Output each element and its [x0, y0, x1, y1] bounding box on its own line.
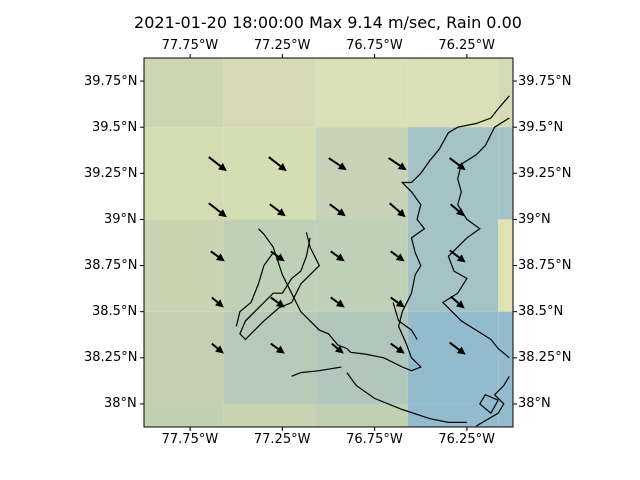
- tick-label: 77.75°W: [161, 37, 219, 53]
- tick-label: 38.25°N: [84, 350, 138, 366]
- coastline: [346, 372, 467, 423]
- wind-arrow: [208, 202, 227, 218]
- grid-cell: [315, 311, 408, 404]
- tick-label: 76.25°W: [438, 431, 495, 447]
- wind-arrow: [390, 342, 405, 354]
- tick-label: 77.75°W: [161, 431, 219, 447]
- wind-arrow: [210, 250, 225, 262]
- wind-arrow: [269, 203, 286, 217]
- wind-arrow: [211, 296, 224, 308]
- coastline: [235, 252, 274, 327]
- tick-label: 77.25°W: [253, 37, 311, 53]
- grid-cell: [407, 311, 499, 404]
- coastline: [479, 393, 499, 415]
- wind-arrow: [390, 250, 405, 262]
- tick-label: 39°N: [518, 211, 551, 227]
- grid-cell: [498, 219, 513, 312]
- map-frame: [143, 57, 514, 428]
- tick-label: 38.5°N: [92, 304, 138, 320]
- tick-label: 77.25°W: [253, 431, 311, 447]
- grid-cell: [407, 127, 499, 220]
- tick-label: 38.5°N: [518, 304, 564, 320]
- tick-label: 38°N: [518, 396, 551, 412]
- tick-label: 39.75°N: [518, 73, 572, 89]
- tick-label: 39.5°N: [518, 119, 564, 135]
- grid-cell: [315, 127, 408, 220]
- tick-label: 38.25°N: [518, 350, 572, 366]
- tick-label: 38.75°N: [518, 258, 572, 274]
- wind-arrow: [449, 249, 466, 263]
- wind-speed-field: [144, 58, 513, 427]
- wind-arrow: [208, 156, 227, 172]
- grid-cell: [144, 403, 224, 427]
- grid-cell: [498, 403, 513, 427]
- grid-cell: [315, 58, 408, 128]
- grid-cell: [407, 58, 499, 128]
- wind-arrow: [270, 250, 285, 262]
- tick-label: 76.75°W: [346, 431, 403, 447]
- grid-cell: [223, 311, 316, 404]
- grid-cell: [498, 311, 513, 404]
- tick-label: 39.25°N: [518, 165, 572, 181]
- wind-arrow: [331, 342, 344, 354]
- coastline: [239, 232, 321, 341]
- coastline: [392, 302, 418, 340]
- map-title: 2021-01-20 18:00:00 Max 9.14 m/sec, Rain…: [134, 13, 522, 32]
- wind-arrow: [449, 157, 466, 171]
- grid-cell: [498, 58, 513, 128]
- tick-label: 76.75°W: [346, 37, 403, 53]
- tick-label: 39.25°N: [84, 165, 138, 181]
- tick-label: 39.5°N: [92, 119, 138, 135]
- wind-arrow: [388, 157, 407, 171]
- coastline: [291, 366, 342, 377]
- tick-label: 39°N: [104, 211, 137, 227]
- wind-arrow: [270, 296, 285, 308]
- wind-arrow: [328, 157, 347, 171]
- tick-label: 38.75°N: [84, 258, 138, 274]
- grid-cell: [144, 311, 224, 404]
- tick-label: 76.25°W: [438, 37, 495, 53]
- wind-arrow: [330, 250, 345, 262]
- wind-arrow: [270, 342, 285, 354]
- grid-cell: [144, 219, 224, 312]
- grid-cell: [223, 58, 316, 128]
- grid-cell: [144, 58, 224, 128]
- wind-arrow: [449, 295, 465, 309]
- grid-cell: [407, 403, 499, 427]
- grid-cell: [223, 219, 316, 312]
- coastline: [257, 95, 510, 372]
- grid-cell: [223, 403, 316, 427]
- tick-label: 39.75°N: [84, 73, 138, 89]
- wind-arrow: [449, 203, 465, 217]
- tick-label: 38°N: [104, 396, 137, 412]
- wind-arrow: [268, 156, 287, 172]
- grid-cell: [315, 403, 408, 427]
- grid-cell: [498, 127, 513, 220]
- wind-arrow: [211, 342, 224, 354]
- coastline: [441, 117, 510, 359]
- grid-cell: [315, 219, 408, 312]
- wind-arrow: [390, 296, 405, 308]
- wind-arrow: [449, 341, 466, 355]
- tick-marks: [140, 54, 517, 431]
- wind-arrow: [330, 296, 345, 308]
- coastline-layer: [235, 95, 510, 427]
- wind-arrow: [329, 203, 346, 217]
- wind-arrow: [389, 202, 406, 218]
- grid-cell: [223, 127, 316, 220]
- coastline: [475, 375, 510, 427]
- wind-vector-layer: [208, 156, 466, 355]
